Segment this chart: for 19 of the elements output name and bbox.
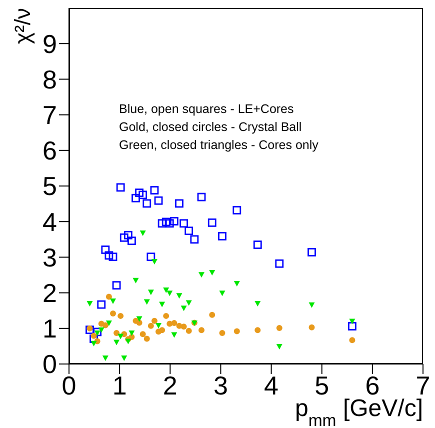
x-tick-label: 0 bbox=[62, 370, 76, 400]
annotation: Green, closed triangles - Cores only bbox=[119, 137, 318, 154]
y-tick-label: 7 bbox=[42, 100, 57, 130]
y-tick-label: 3 bbox=[42, 242, 57, 272]
x-tick-label: 4 bbox=[264, 370, 279, 400]
y-tick-label: 5 bbox=[42, 171, 57, 202]
x-tick-label: 1 bbox=[112, 370, 127, 400]
y-tick-label: 9 bbox=[42, 28, 57, 59]
y-tick-label: 8 bbox=[42, 64, 57, 94]
y-tick-label: 4 bbox=[42, 206, 57, 237]
annotation: Gold, closed circles - Crystal Ball bbox=[119, 119, 303, 136]
y-tick-label: 6 bbox=[42, 136, 57, 166]
y-tick-label: 1 bbox=[42, 314, 57, 344]
y-axis-title: χ²/ν bbox=[10, 8, 35, 44]
annotation: Blue, open squares - LE+Cores bbox=[119, 101, 295, 118]
x-tick-label: 2 bbox=[162, 370, 178, 400]
y-tick-label: 2 bbox=[42, 278, 57, 308]
x-tick-label: 3 bbox=[213, 370, 228, 400]
y-tick-label: 0 bbox=[42, 349, 57, 380]
